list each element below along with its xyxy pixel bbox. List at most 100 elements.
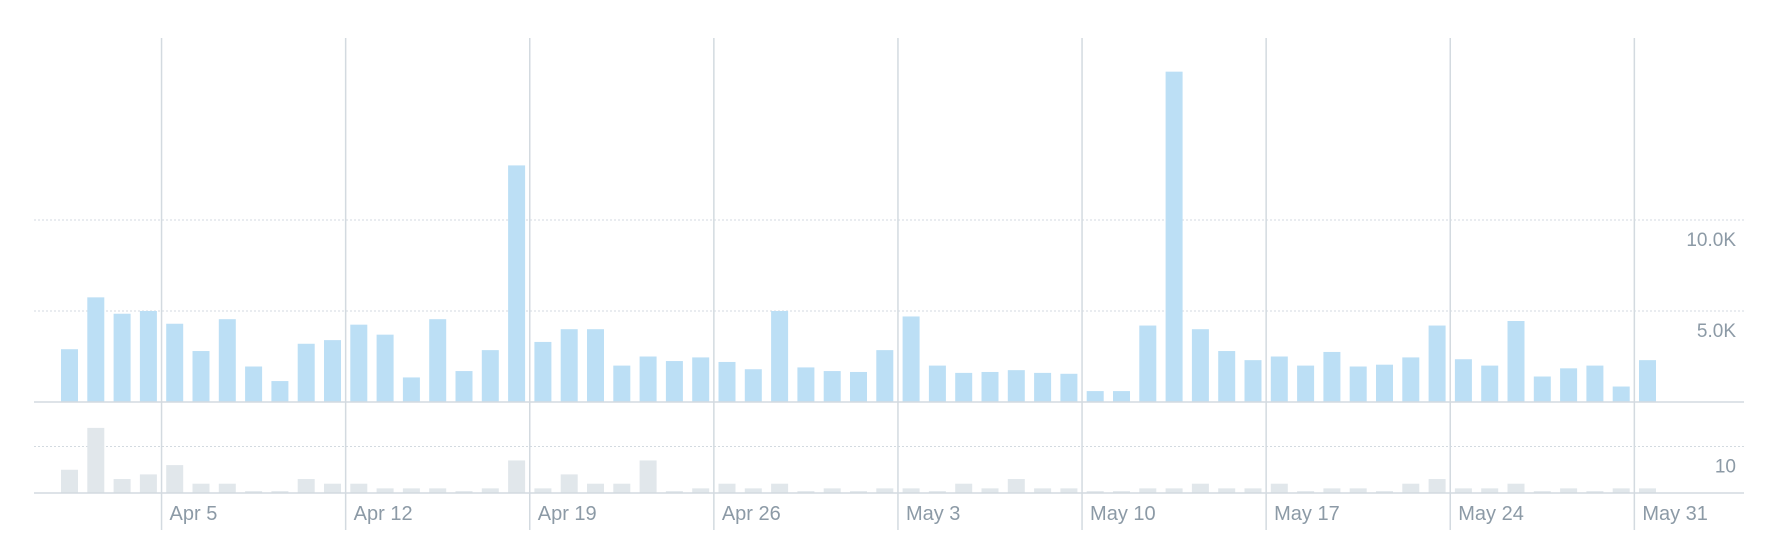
bar — [508, 165, 526, 402]
bar — [1086, 491, 1104, 493]
bar — [1560, 488, 1578, 493]
bar — [534, 341, 552, 402]
bar — [797, 367, 815, 402]
bar — [61, 349, 78, 402]
bar — [1323, 488, 1341, 493]
bar — [455, 371, 473, 402]
bar — [1034, 372, 1052, 402]
bar — [429, 319, 447, 402]
x-tick-label: May 10 — [1090, 503, 1156, 525]
bar — [744, 369, 762, 402]
bar — [1586, 491, 1604, 493]
bar — [271, 491, 289, 493]
bar — [271, 381, 289, 402]
bar — [1218, 488, 1236, 493]
x-tick-label: Apr 12 — [354, 503, 413, 525]
bar — [402, 377, 420, 402]
bar — [1560, 368, 1578, 402]
bar — [1376, 364, 1393, 402]
bar — [218, 319, 236, 402]
bar — [245, 366, 263, 402]
bar — [324, 340, 341, 402]
y-tick-label: 5.0K — [1697, 321, 1736, 342]
bar — [1402, 483, 1420, 493]
bar — [113, 479, 131, 493]
bar — [902, 488, 920, 493]
bar — [1428, 325, 1446, 402]
bar — [1481, 365, 1499, 402]
bar — [1639, 360, 1656, 402]
bar — [1297, 491, 1315, 493]
bar — [1639, 488, 1656, 493]
bar — [876, 488, 894, 493]
bar — [192, 483, 210, 493]
bar — [744, 488, 762, 493]
bar — [981, 488, 999, 493]
x-tick-label: May 3 — [906, 503, 960, 525]
bar — [1428, 479, 1446, 493]
bar — [1165, 71, 1183, 403]
bar — [139, 474, 157, 493]
bar — [402, 488, 420, 493]
bar — [955, 372, 973, 402]
x-tick-label: Apr 26 — [722, 503, 781, 525]
bar — [1113, 391, 1130, 402]
bar — [639, 356, 657, 402]
bar — [1060, 488, 1078, 493]
bar — [1533, 491, 1551, 493]
bar — [481, 488, 499, 493]
bar — [771, 483, 789, 493]
bar — [718, 361, 736, 402]
bar — [166, 323, 184, 402]
bar — [1376, 491, 1393, 493]
bar — [1586, 365, 1604, 402]
bar — [218, 483, 236, 493]
bar — [1139, 325, 1157, 402]
y-tick-label: 10 — [1715, 457, 1736, 478]
bar — [718, 483, 736, 493]
x-tick-label: May 31 — [1642, 503, 1708, 525]
bar — [1113, 491, 1130, 493]
bar — [665, 361, 683, 402]
bar — [1454, 488, 1472, 493]
bar — [1139, 488, 1157, 493]
x-tick-label: May 17 — [1274, 503, 1340, 525]
bar — [61, 469, 78, 493]
bar — [1349, 488, 1367, 493]
bar — [113, 313, 131, 402]
bar — [560, 474, 578, 493]
bar — [665, 491, 683, 493]
bar — [613, 483, 631, 493]
bar — [297, 479, 315, 493]
bar — [534, 488, 552, 493]
bar — [823, 371, 841, 402]
bar — [850, 371, 867, 402]
bar — [455, 491, 473, 493]
bar — [797, 491, 815, 493]
bar — [1270, 483, 1288, 493]
bar — [350, 483, 368, 493]
x-tick-label: May 24 — [1458, 503, 1524, 525]
bar — [1086, 391, 1104, 402]
bar — [1007, 370, 1025, 402]
bar — [587, 329, 604, 402]
bar — [1218, 351, 1236, 402]
bar — [139, 311, 157, 402]
y-tick-label: 10.0K — [1686, 230, 1736, 251]
bar — [928, 491, 946, 493]
bar — [87, 297, 105, 402]
bar — [876, 350, 894, 402]
bar — [1191, 483, 1209, 493]
bar — [850, 491, 867, 493]
bar — [639, 460, 657, 493]
bar — [192, 351, 210, 402]
bar — [1402, 357, 1420, 402]
bar — [955, 483, 973, 493]
x-tick-label: Apr 19 — [538, 503, 597, 525]
bar — [1612, 488, 1630, 493]
bar — [823, 488, 841, 493]
bar — [297, 343, 315, 402]
bar — [981, 371, 999, 402]
bar — [324, 483, 341, 493]
